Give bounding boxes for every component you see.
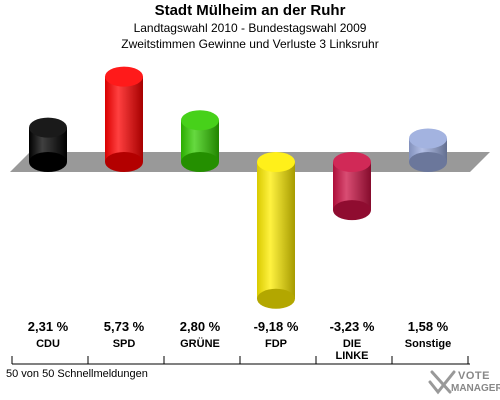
bars-below-plane	[257, 152, 371, 309]
category-label: SPD	[112, 338, 136, 350]
value-label: 2,80 %	[179, 319, 221, 334]
logo-text-vote: VOTE	[458, 370, 490, 382]
bar-grüne	[181, 110, 219, 172]
bar-body	[257, 162, 295, 299]
bar-top-cap	[29, 117, 67, 138]
bar-fdp	[257, 152, 295, 309]
chart-subtitle-description: Zweitstimmen Gewinne und Verluste 3 Link…	[121, 37, 379, 51]
value-label: -9,18 %	[253, 319, 299, 334]
logo-text-manager: MANAGER	[451, 383, 500, 394]
bar-top-cap	[333, 152, 371, 172]
bar-bottom-cap	[257, 288, 295, 309]
category-axis	[11, 356, 470, 365]
bar-bottom-cap	[29, 152, 67, 172]
category-label: Sonstige	[404, 338, 452, 350]
value-label: -3,23 %	[329, 319, 375, 334]
bar-die-linke	[333, 152, 371, 221]
chart-title: Stadt Mülheim an der Ruhr	[154, 2, 346, 19]
bar-top-cap	[181, 110, 219, 131]
bar-top-cap	[257, 152, 295, 172]
bar-bottom-cap	[409, 152, 447, 172]
value-label: 1,58 %	[407, 319, 449, 334]
bar-sonstige	[409, 128, 447, 172]
vote-manager-logo	[428, 370, 456, 395]
bar-spd	[105, 66, 143, 172]
bar-bottom-cap	[105, 152, 143, 172]
category-label: GRÜNE	[180, 338, 220, 350]
bar-bottom-cap	[333, 200, 371, 221]
bars-above-plane	[29, 66, 447, 172]
bar-cdu	[29, 117, 67, 172]
chart-subtitle-election: Landtagswahl 2010 - Bundestagswahl 2009	[133, 21, 367, 35]
bar-top-cap	[105, 66, 143, 87]
footer-status: 50 von 50 Schnellmeldungen	[6, 368, 148, 380]
bar-body	[105, 76, 143, 162]
bar-bottom-cap	[181, 152, 219, 172]
value-label: 5,73 %	[103, 319, 145, 334]
category-label: DIE LINKE	[335, 338, 369, 362]
category-label: CDU	[36, 338, 60, 350]
category-label: FDP	[265, 338, 287, 350]
value-label: 2,31 %	[27, 319, 69, 334]
bar-top-cap	[409, 128, 447, 149]
